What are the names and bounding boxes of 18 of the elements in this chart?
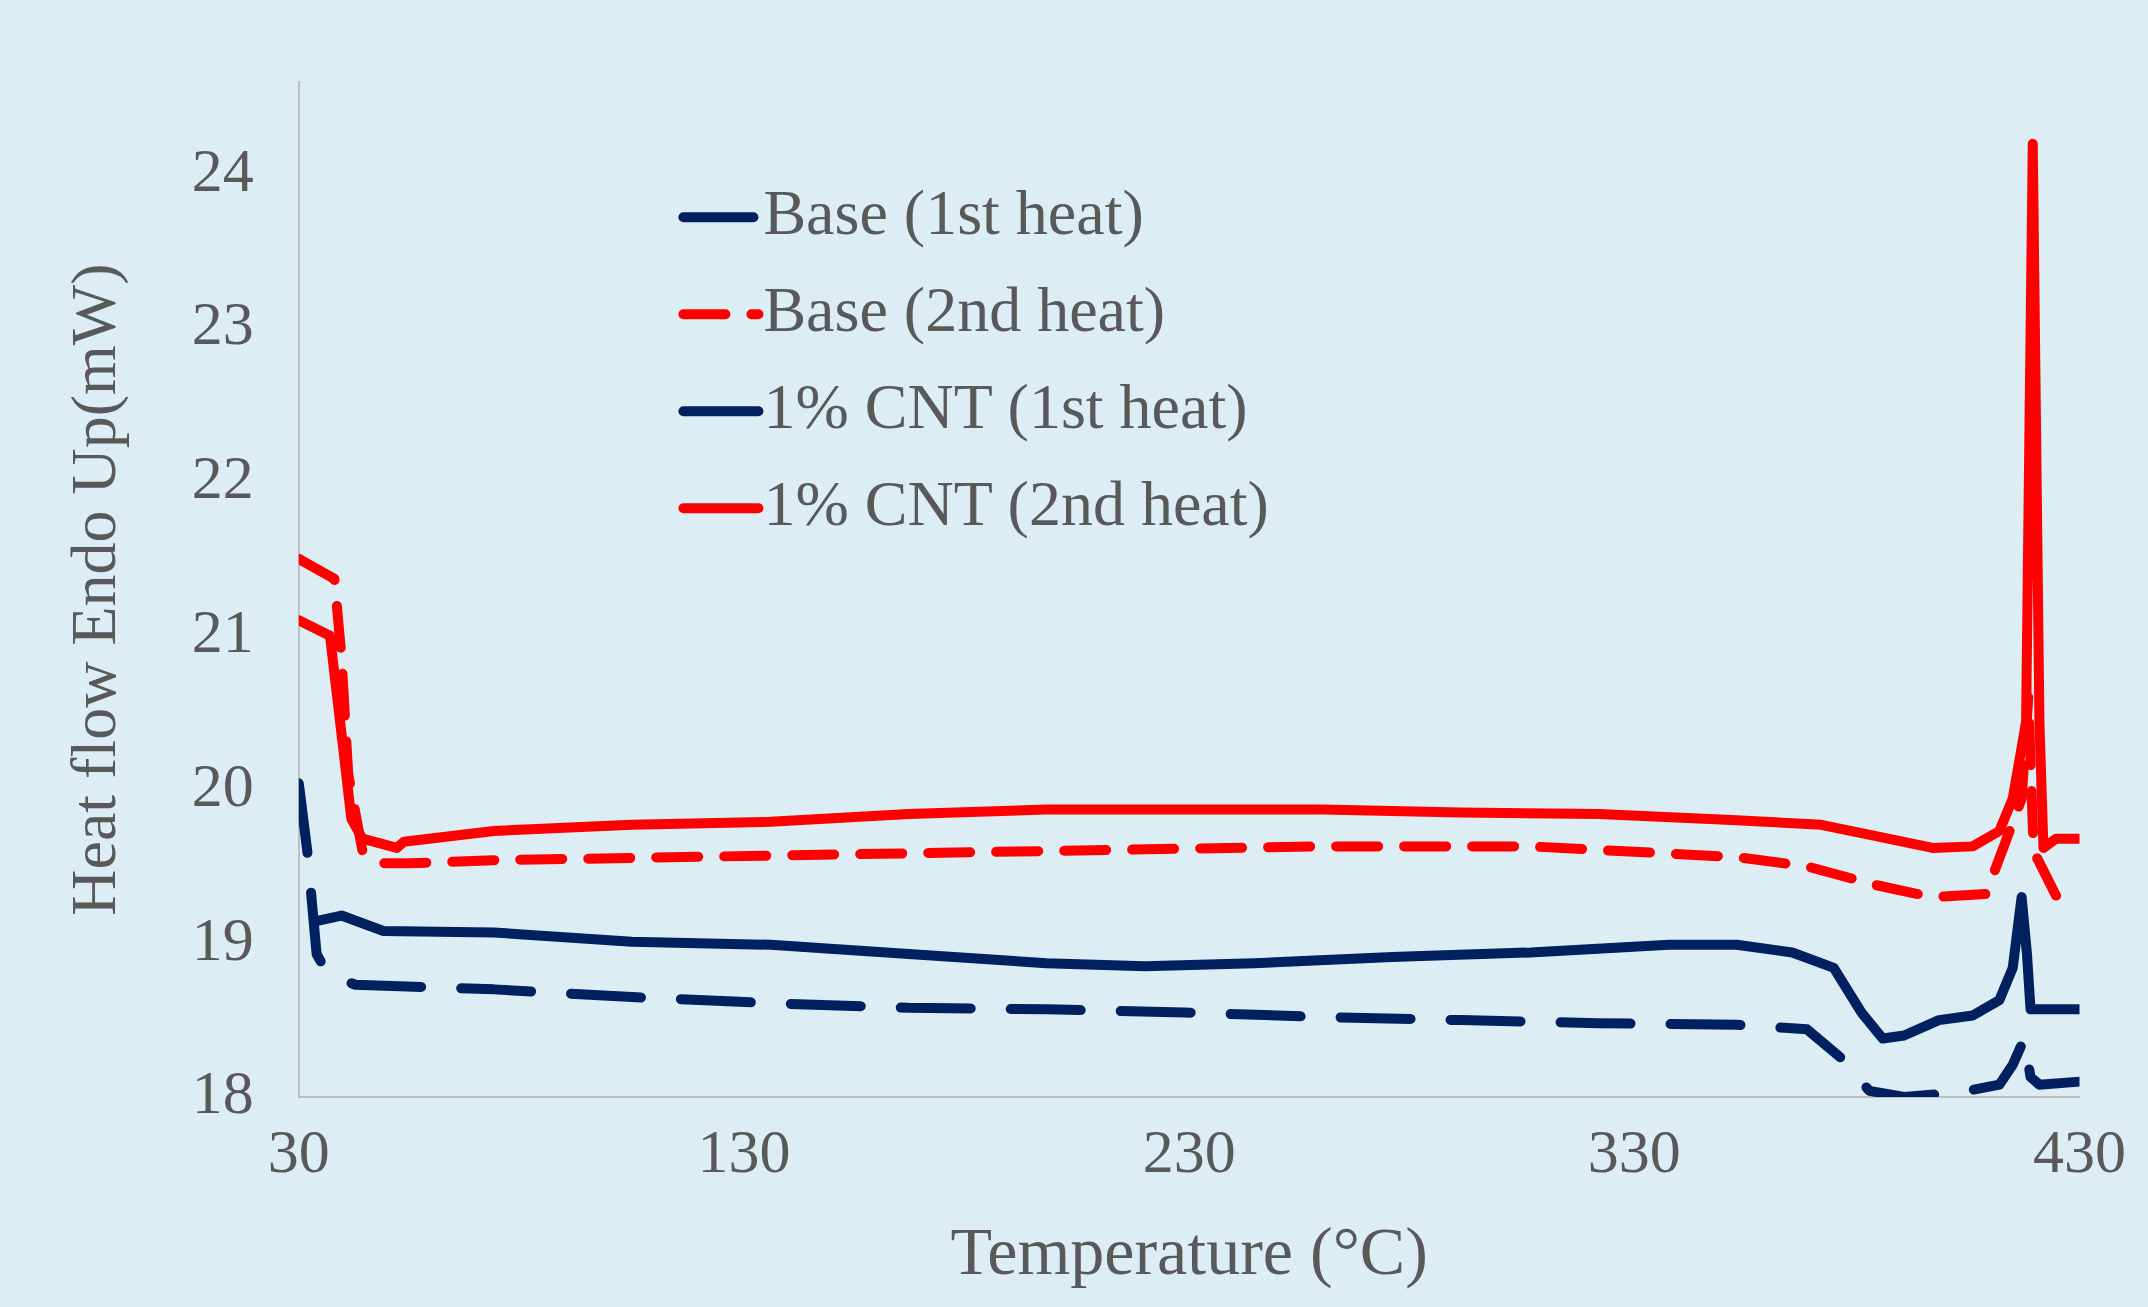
legend-label: 1% CNT (2nd heat) bbox=[763, 468, 1269, 540]
y-tick-label: 24 bbox=[191, 135, 254, 204]
legend-label: 1% CNT (1st heat) bbox=[763, 371, 1248, 443]
x-tick-label: 130 bbox=[697, 1117, 791, 1186]
y-tick-label: 22 bbox=[191, 443, 254, 512]
x-tick-label: 30 bbox=[267, 1117, 330, 1186]
x-tick-label: 430 bbox=[2033, 1117, 2126, 1186]
legend-label: Base (1st heat) bbox=[763, 177, 1144, 249]
legend-label: Base (2nd heat) bbox=[763, 274, 1166, 346]
x-tick-label: 230 bbox=[1142, 1117, 1236, 1186]
y-tick-label: 18 bbox=[191, 1058, 254, 1127]
x-tick-label: 330 bbox=[1587, 1117, 1681, 1186]
y-axis-title: Heat flow Endo Up(mW) bbox=[58, 263, 130, 916]
y-tick-label: 21 bbox=[191, 597, 254, 666]
y-tick-label: 20 bbox=[191, 750, 254, 819]
x-axis-title: Temperature (°C) bbox=[950, 1213, 1428, 1290]
y-tick-label: 19 bbox=[191, 904, 254, 973]
y-tick-label: 23 bbox=[191, 289, 254, 358]
